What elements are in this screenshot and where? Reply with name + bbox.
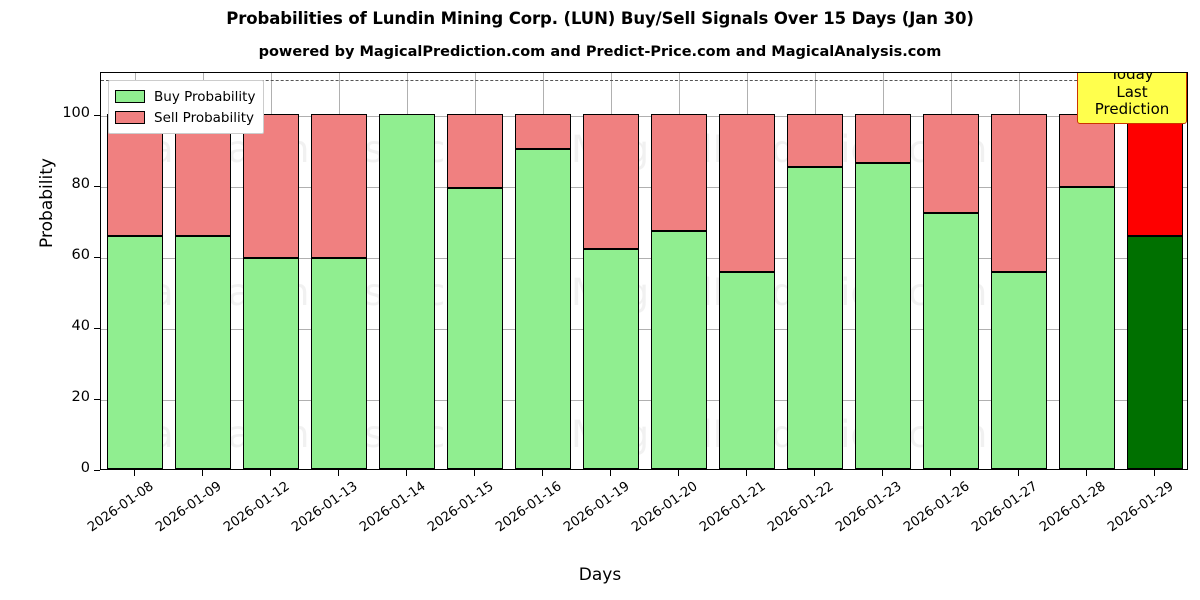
bar-segment-sell bbox=[855, 113, 912, 164]
y-tick-label: 20 bbox=[71, 388, 90, 405]
bar-group bbox=[514, 73, 571, 469]
gridline-y-40 bbox=[101, 328, 1187, 330]
chart-legend: Buy Probability Sell Probability bbox=[108, 80, 265, 134]
y-tick-label: 40 bbox=[71, 317, 90, 334]
x-tick-mark bbox=[950, 470, 952, 476]
x-tick-mark bbox=[882, 470, 884, 476]
x-tick-mark bbox=[406, 470, 408, 476]
bar-group bbox=[582, 73, 639, 469]
x-tick-mark bbox=[746, 470, 748, 476]
gridline-y-20 bbox=[101, 399, 1187, 401]
x-tick-mark bbox=[1018, 470, 1020, 476]
bar-segment-sell bbox=[107, 113, 164, 237]
bar-group bbox=[378, 73, 435, 469]
chart-subtitle: powered by MagicalPrediction.com and Pre… bbox=[258, 44, 942, 60]
y-tick-label: 60 bbox=[71, 246, 90, 263]
bar-group bbox=[991, 73, 1048, 469]
bar-segment-buy bbox=[651, 230, 708, 469]
bar-segment-sell bbox=[446, 113, 503, 189]
legend-label-sell: Sell Probability bbox=[154, 109, 255, 126]
gridline-y-100 bbox=[101, 115, 1187, 117]
bar-segment-sell bbox=[1059, 113, 1116, 187]
bar-segment-sell bbox=[991, 113, 1048, 272]
bar-segment-buy bbox=[514, 149, 571, 469]
y-tick-mark bbox=[94, 398, 100, 401]
y-tick-mark bbox=[94, 470, 100, 472]
x-tick-mark bbox=[678, 470, 680, 476]
y-tick-label: 100 bbox=[62, 104, 90, 121]
bar-segment-sell bbox=[582, 113, 639, 249]
bar-group bbox=[719, 73, 776, 469]
y-tick-mark bbox=[94, 185, 100, 187]
y-tick-mark bbox=[94, 114, 100, 116]
x-tick-mark bbox=[134, 470, 136, 476]
bar-segment-sell bbox=[175, 113, 232, 237]
x-tick-mark bbox=[474, 470, 476, 476]
bar-segment-buy bbox=[378, 113, 435, 469]
bar-group bbox=[446, 73, 503, 469]
x-tick-mark bbox=[338, 470, 340, 476]
bar-segment-buy bbox=[719, 271, 776, 469]
legend-swatch-sell bbox=[115, 111, 145, 124]
bar-segment-buy bbox=[582, 248, 639, 469]
x-tick-mark bbox=[610, 470, 612, 476]
bar-segment-buy bbox=[855, 163, 912, 469]
bar-segment-buy bbox=[107, 236, 164, 469]
bar-segment-buy bbox=[1127, 236, 1184, 469]
bar-group bbox=[1059, 73, 1116, 469]
bar-group bbox=[787, 73, 844, 469]
x-tick-mark bbox=[202, 470, 204, 476]
today-annotation-line2: Last Prediction bbox=[1094, 82, 1170, 119]
bar-segment-buy bbox=[175, 236, 232, 469]
y-tick-mark bbox=[94, 256, 100, 259]
bar-group bbox=[310, 73, 367, 469]
bar-segment-buy bbox=[787, 166, 844, 469]
y-tick-label: 80 bbox=[71, 175, 90, 192]
bar-segment-sell bbox=[310, 113, 367, 258]
bar-segment-buy bbox=[991, 271, 1048, 469]
gridline-y-80 bbox=[101, 186, 1187, 188]
legend-label-buy: Buy Probability bbox=[154, 88, 256, 105]
page-title: Probabilities of Lundin Mining Corp. (LU… bbox=[226, 9, 974, 28]
x-tick-mark bbox=[1154, 470, 1156, 476]
bar-segment-sell bbox=[719, 113, 776, 272]
bar-group bbox=[1127, 73, 1184, 469]
x-tick-mark bbox=[542, 470, 544, 476]
bar-segment-sell bbox=[514, 113, 571, 150]
x-tick-mark bbox=[270, 470, 272, 476]
bar-segment-sell bbox=[651, 113, 708, 231]
bar-segment-buy bbox=[923, 213, 980, 469]
x-tick-mark bbox=[1086, 470, 1088, 476]
bar-group bbox=[242, 73, 299, 469]
y-tick-label: 0 bbox=[80, 460, 90, 476]
bar-segment-sell bbox=[242, 113, 299, 258]
bar-segment-buy bbox=[1059, 186, 1116, 469]
legend-swatch-buy bbox=[115, 90, 145, 103]
x-tick-mark bbox=[814, 470, 816, 476]
bar-segment-buy bbox=[310, 257, 367, 469]
bar-group bbox=[175, 73, 232, 469]
x-axis-label: Days bbox=[578, 565, 622, 585]
bar-group bbox=[651, 73, 708, 469]
legend-item-buy: Buy Probability bbox=[115, 86, 255, 107]
bar-segment-sell bbox=[787, 113, 844, 167]
y-tick-mark bbox=[94, 327, 100, 330]
reference-line-dashed bbox=[101, 80, 1187, 82]
bar-segment-sell bbox=[923, 113, 980, 214]
bar-segment-buy bbox=[446, 188, 503, 469]
bar-group bbox=[923, 73, 980, 469]
bar-group bbox=[855, 73, 912, 469]
bar-group bbox=[107, 73, 164, 469]
today-annotation-line1: Today bbox=[1110, 72, 1154, 84]
bar-segment-buy bbox=[242, 257, 299, 469]
bar-segment-sell bbox=[1127, 113, 1184, 237]
today-annotation: Today Last Prediction bbox=[1077, 72, 1187, 124]
legend-item-sell: Sell Probability bbox=[115, 107, 255, 128]
gridline-y-60 bbox=[101, 257, 1187, 259]
